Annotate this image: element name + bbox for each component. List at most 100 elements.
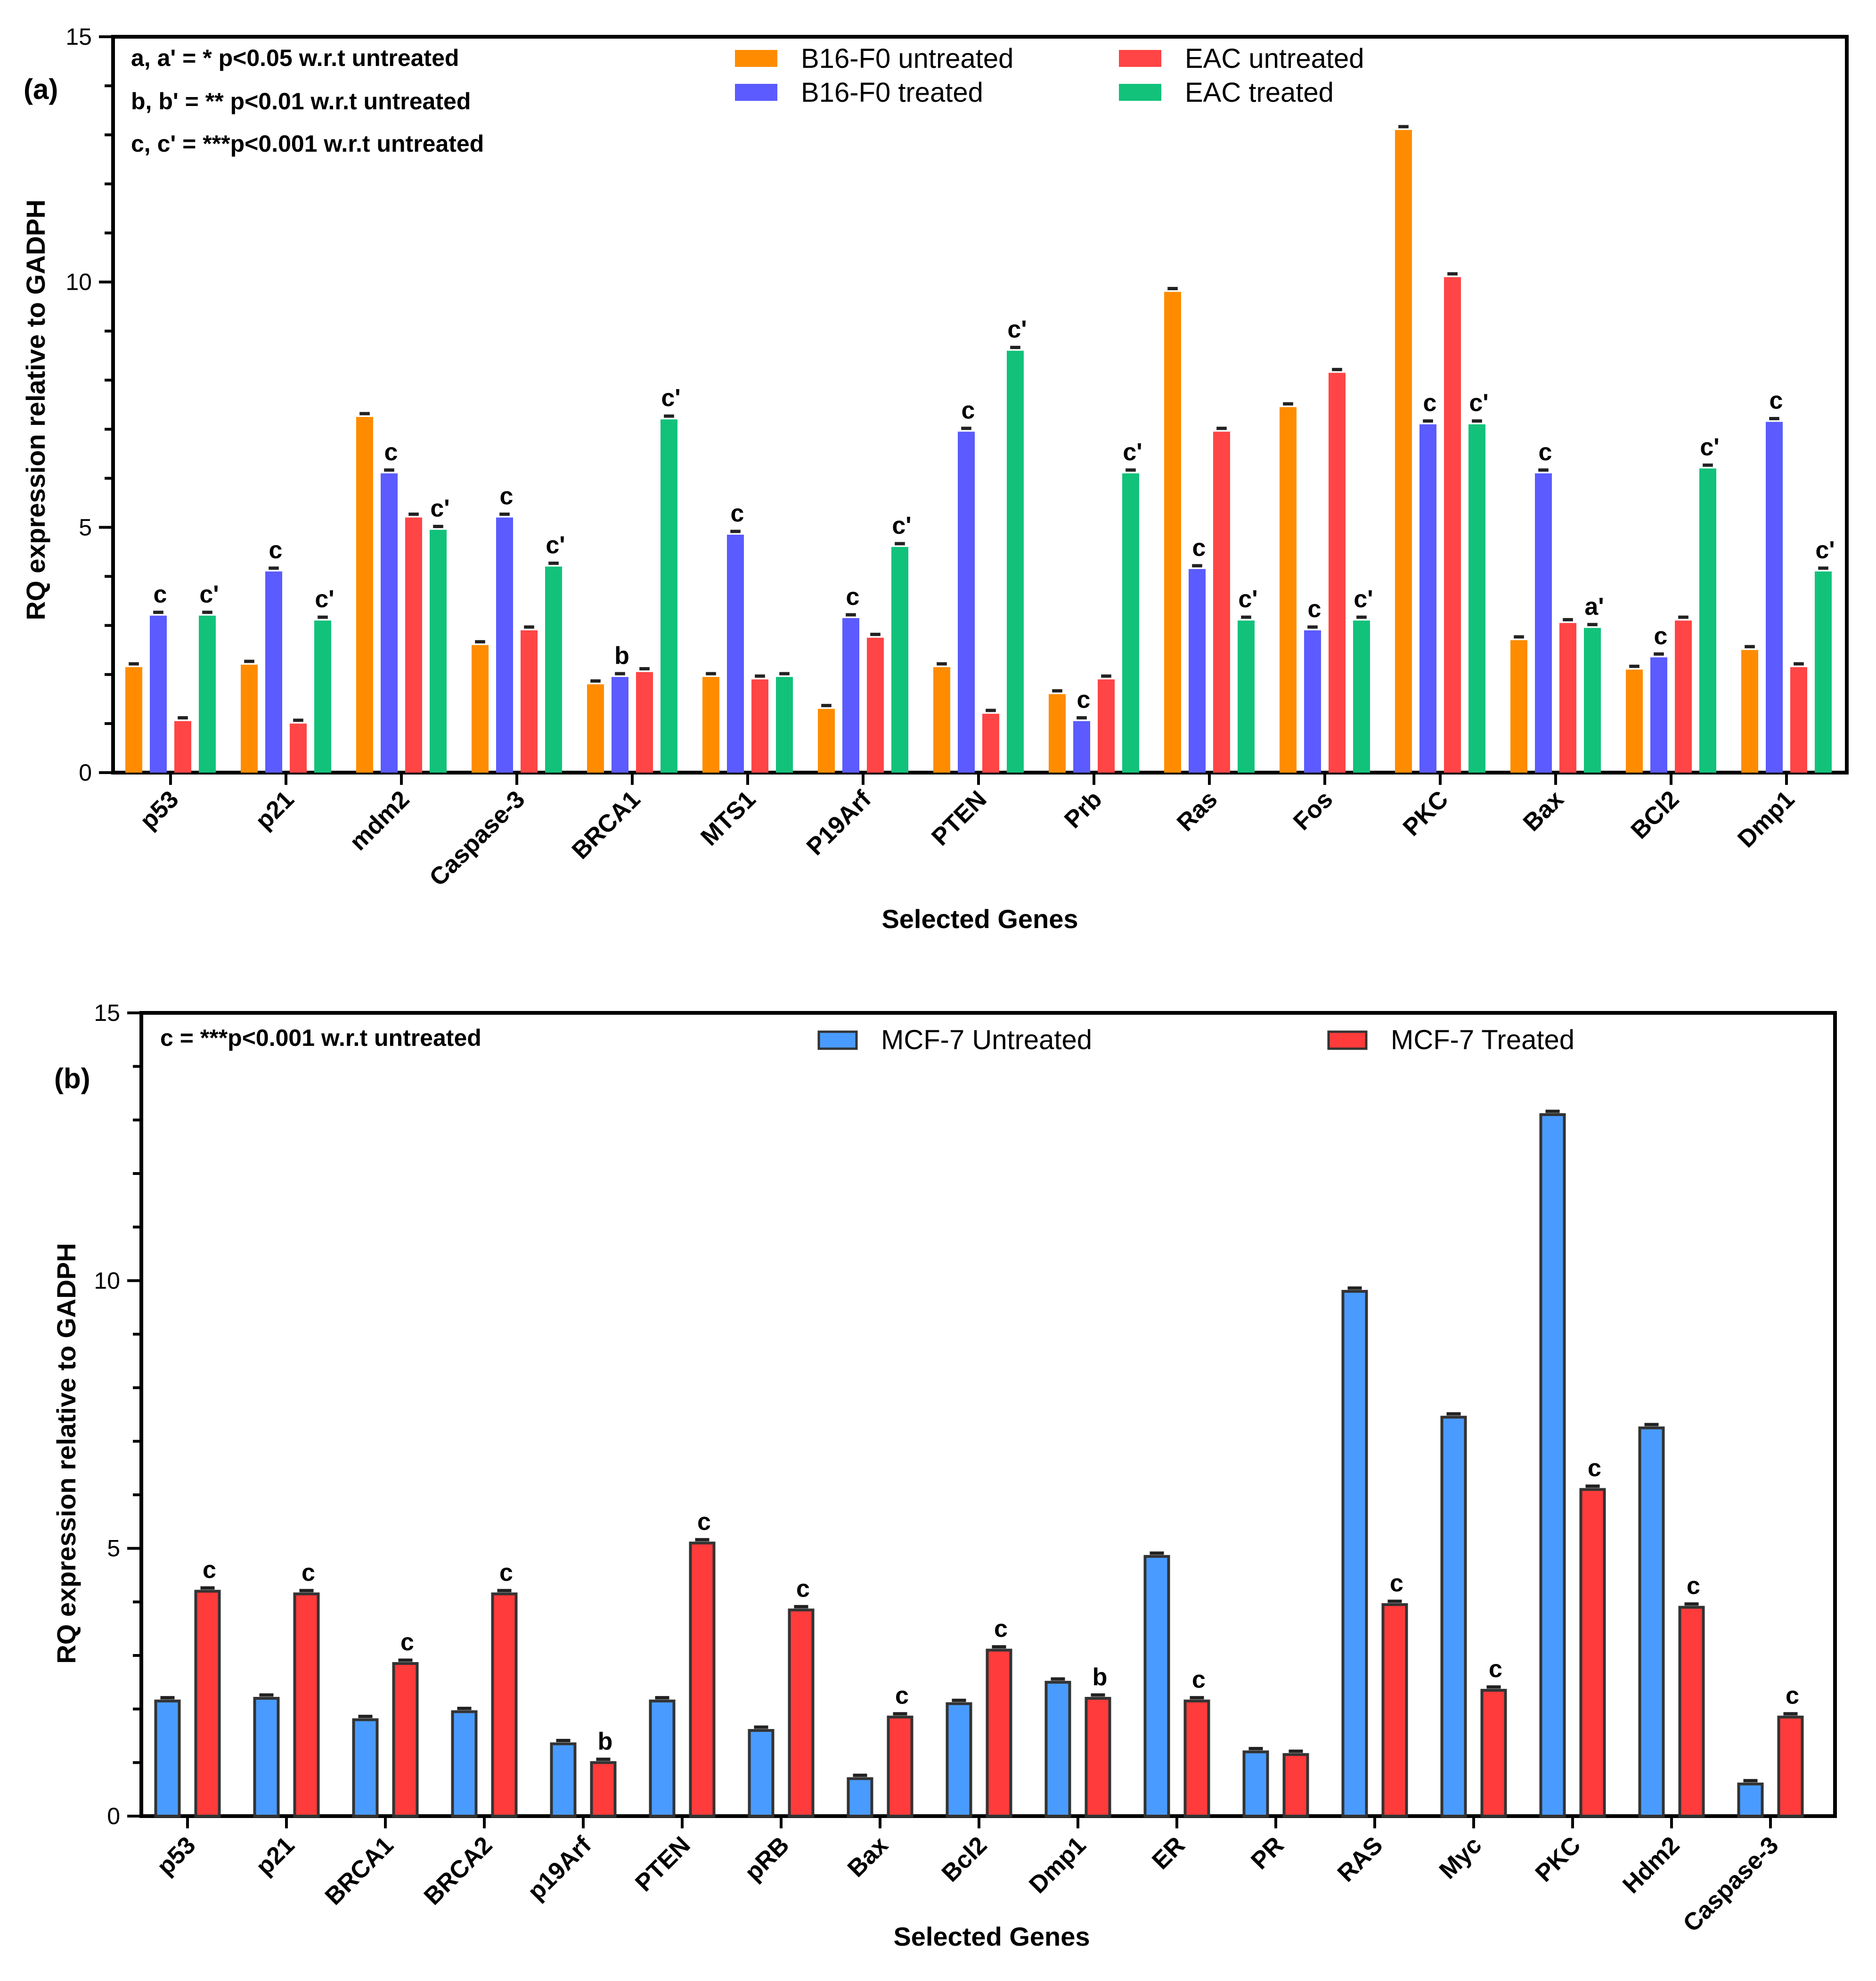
- bar: [590, 1761, 617, 1818]
- bar: [550, 1742, 577, 1818]
- significance-label: c: [1489, 1655, 1502, 1683]
- x-category-label: Prb: [1059, 785, 1107, 833]
- x-category-label: p21: [251, 1831, 300, 1880]
- significance-label: c: [400, 1629, 414, 1656]
- legend-label-1: B16-F0 untreated: [801, 43, 1013, 74]
- significance-label: c: [1786, 1682, 1799, 1710]
- bar: [1444, 277, 1461, 773]
- significance-label: c: [962, 397, 975, 424]
- x-category-label: PTEN: [630, 1831, 695, 1897]
- significance-label: c: [500, 483, 514, 510]
- x-category-label: BRCA1: [320, 1831, 399, 1910]
- bar: [1238, 620, 1255, 773]
- bar: [1741, 650, 1758, 773]
- bar: [1329, 373, 1346, 773]
- significance-label: c: [796, 1575, 810, 1602]
- bar: [1678, 1606, 1705, 1818]
- significance-label: c': [430, 495, 449, 522]
- bar: [496, 517, 513, 773]
- legend-label-4: EAC treated: [1185, 77, 1334, 108]
- bar: [1579, 1488, 1606, 1818]
- panel-label: (a): [24, 73, 58, 105]
- legend-swatch-3: [1119, 50, 1161, 67]
- bar: [1395, 130, 1412, 773]
- bar: [1535, 473, 1552, 773]
- bar: [1280, 407, 1297, 773]
- significance-label: c': [199, 581, 219, 608]
- significance-label: c: [384, 439, 398, 466]
- bar: [986, 1648, 1012, 1818]
- bar: [1737, 1782, 1764, 1818]
- bar: [842, 618, 859, 773]
- bar: [1304, 630, 1321, 773]
- panel-label: (b): [54, 1063, 90, 1094]
- bar: [612, 677, 628, 773]
- bar: [1815, 571, 1832, 773]
- bar: [194, 1590, 221, 1818]
- y-tick-label: 15: [65, 24, 92, 50]
- y-tick-label: 15: [94, 1000, 120, 1026]
- bar: [788, 1608, 815, 1818]
- x-category-label: Dmp1: [1024, 1831, 1091, 1899]
- significance-label: c': [1007, 316, 1027, 343]
- x-category-label: p19Arf: [522, 1831, 597, 1906]
- bar: [199, 615, 216, 773]
- bar: [150, 615, 167, 773]
- significance-label: c': [1354, 586, 1373, 613]
- chart-panel-b: (b) RQ expression relative to GADPH Sele…: [51, 1000, 1837, 1951]
- legend-swatch-4: [1119, 84, 1161, 101]
- bar: [1675, 620, 1692, 773]
- bar: [1440, 1416, 1467, 1818]
- bar: [405, 517, 422, 773]
- bar: [1353, 620, 1370, 773]
- bar: [1510, 640, 1527, 773]
- x-category-label: p53: [135, 785, 184, 834]
- significance-label: c: [1654, 622, 1668, 650]
- x-category-label: MTS1: [695, 785, 761, 851]
- bar: [887, 1715, 914, 1818]
- bar: [1085, 1696, 1111, 1818]
- significance-label: c: [731, 500, 744, 527]
- significance-label: c: [499, 1559, 513, 1586]
- y-tick-label: 10: [94, 1267, 120, 1294]
- x-category-label: BCl2: [1626, 785, 1685, 844]
- x-category-label: Caspase-3: [424, 785, 530, 891]
- x-category-label: Bax: [842, 1831, 894, 1883]
- x-category-label: Caspase-3: [1678, 1831, 1784, 1937]
- y-tick-label: 0: [107, 1803, 120, 1829]
- x-category-label: Fos: [1288, 785, 1338, 835]
- bar: [1049, 694, 1066, 773]
- x-category-label: BRCA2: [419, 1831, 498, 1910]
- significance-label: c: [302, 1559, 315, 1586]
- significance-label: c: [1390, 1570, 1403, 1597]
- legend-swatch-2: [735, 84, 777, 101]
- legend-label-2: MCF-7 Treated: [1391, 1025, 1574, 1055]
- bar: [1282, 1753, 1309, 1818]
- significance-label: b: [598, 1728, 613, 1755]
- bar: [661, 419, 677, 773]
- x-axis-title: Selected Genes: [881, 904, 1078, 934]
- bar: [174, 721, 191, 773]
- bar: [636, 672, 653, 773]
- bar: [1777, 1715, 1804, 1818]
- y-tick-label: 5: [79, 514, 92, 540]
- legend-swatch-1: [817, 1030, 858, 1050]
- bar: [946, 1702, 972, 1818]
- bar: [1044, 1680, 1071, 1818]
- bar: [1419, 424, 1436, 773]
- significance-note-1: a, a' = * p<0.05 w.r.t untreated: [131, 45, 459, 71]
- x-category-label: PR: [1246, 1831, 1289, 1875]
- significance-label: c: [269, 537, 283, 564]
- significance-label: c': [546, 532, 565, 559]
- bar: [751, 679, 768, 773]
- bar: [1381, 1603, 1408, 1818]
- bar: [649, 1699, 676, 1818]
- chart-panel-a: (a) RQ expression relative to GADPH Sele…: [21, 24, 1849, 934]
- bar: [1650, 657, 1667, 773]
- x-category-label: RAS: [1332, 1831, 1388, 1887]
- significance-label: c: [895, 1682, 909, 1710]
- legend-label-3: EAC untreated: [1185, 43, 1364, 74]
- bar: [1468, 424, 1485, 773]
- significance-label: c': [892, 512, 911, 539]
- bar: [1539, 1113, 1566, 1818]
